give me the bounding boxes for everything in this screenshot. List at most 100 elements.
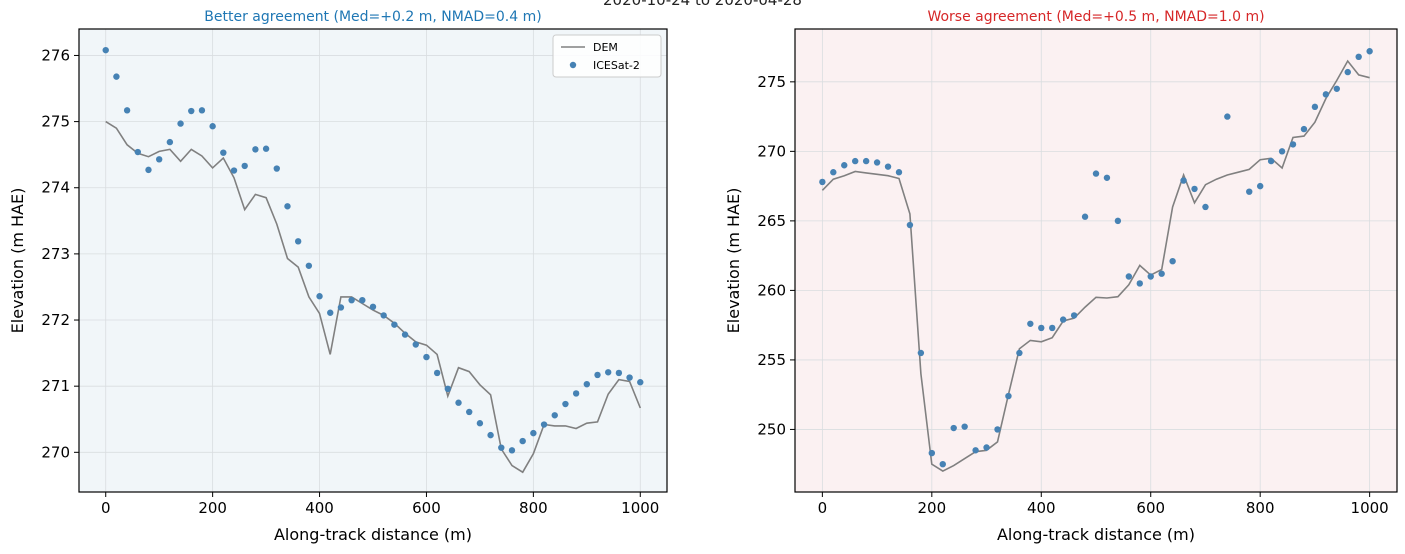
chart1-icesat-2-point <box>391 321 398 328</box>
chart2-icesat-2-point <box>1158 270 1165 277</box>
chart1-icesat-2-point <box>273 165 280 172</box>
chart1-legend-label: ICESat-2 <box>593 59 640 72</box>
chart1-icesat-2-point <box>637 379 644 386</box>
chart1-icesat-2-point <box>337 304 345 311</box>
chart1-icesat-2-point <box>476 420 484 427</box>
chart1-icesat-2-point <box>455 399 462 406</box>
chart2-icesat-2-point <box>1322 91 1330 98</box>
chart2-icesat-2-point <box>1246 188 1253 195</box>
chart1-xtick-label: 200 <box>198 499 227 517</box>
chart1-icesat-2-point <box>401 331 409 338</box>
chart2-icesat-2-point <box>1169 257 1176 265</box>
chart2-icesat-2-point <box>1344 68 1351 76</box>
chart1-group: 0 200 400 600 800 1000 270 271 272 273 274 275 276 Al… <box>8 9 668 544</box>
chart1-icesat-2-point <box>423 353 430 361</box>
chart2-icesat-2-point <box>1311 103 1319 111</box>
chart2-plot-area <box>795 29 1397 492</box>
chart2-icesat-2-point <box>1191 185 1198 193</box>
chart1-icesat-2-point <box>433 369 441 377</box>
chart2-title: Worse agreement (Med=+0.5 m, NMAD=1.0 m) <box>927 9 1264 25</box>
chart2-icesat-2-point <box>1224 113 1231 120</box>
chart2-icesat-2-point <box>928 449 936 457</box>
chart1-icesat-2-point <box>562 400 569 408</box>
chart2-xlabel: Along-track distance (m) <box>997 525 1195 544</box>
chart2-icesat-2-point <box>1267 157 1275 165</box>
chart1-icesat-2-point <box>583 380 591 388</box>
chart1-icesat-2-point <box>508 447 516 454</box>
chart2-icesat-2-point <box>1366 48 1373 55</box>
chart2-icesat-2-point <box>983 444 990 451</box>
chart1-icesat-2-point <box>466 408 473 416</box>
chart1-ytick-label: 276 <box>41 46 70 64</box>
chart2-ytick-label: 275 <box>757 73 786 91</box>
chart1-xtick-label: 400 <box>305 499 334 517</box>
chart1-icesat-2-point <box>113 73 120 80</box>
chart1-ylabel: Elevation (m HAE) <box>8 188 27 334</box>
chart2-icesat-2-point <box>917 349 925 357</box>
chart2-ytick-label: 270 <box>757 142 786 160</box>
chart1-frame <box>78 28 668 493</box>
chart1-icesat-2-point <box>530 429 537 437</box>
chart2-group: 0 200 400 600 800 1000 250 255 260 265 270 275 Along… <box>724 9 1398 544</box>
chart2-xtick-label: 400 <box>1027 499 1056 517</box>
chart1-icesat-2-point <box>615 369 623 377</box>
chart2-icesat-2-point <box>1300 125 1308 133</box>
chart2-icesat-2-point <box>895 169 903 176</box>
chart2-icesat-2-point <box>1256 182 1264 190</box>
chart1-legend-label: DEM <box>593 41 618 54</box>
chart1-dem-line <box>105 120 642 474</box>
chart1-ytick-label: 273 <box>41 245 70 263</box>
chart2-ytick-label: 265 <box>757 212 786 230</box>
chart1-icesat-2-point <box>498 444 505 451</box>
chart2-icesat-2-point <box>1027 320 1034 327</box>
chart1-icesat-2-point <box>155 156 163 163</box>
chart1-icesat-2-point <box>188 107 195 115</box>
chart2-icesat-2-point <box>994 426 1001 433</box>
chart2-icesat-2-point <box>1355 53 1362 61</box>
chart1-icesat-2-point <box>626 374 633 381</box>
chart1-icesat-2-point <box>209 123 216 130</box>
chart2-dem-line <box>821 59 1370 473</box>
chart1-icesat-2-point <box>284 203 291 210</box>
chart2-xtick-label: 600 <box>1136 499 1165 517</box>
chart1-legend: DEM ICESat-2 <box>552 34 662 78</box>
chart2-icesat-2-point <box>1081 213 1089 220</box>
chart1-icesat-2-point <box>123 107 131 114</box>
chart1-icesat-2-point <box>519 437 526 445</box>
chart1-ytick-label: 271 <box>41 377 70 395</box>
chart1-ytick-label: 274 <box>41 179 70 197</box>
chart1-title: Better agreement (Med=+0.2 m, NMAD=0.4 m… <box>204 9 541 25</box>
chart1-icesat-2-point <box>220 149 227 156</box>
chart2-icesat-2-point <box>819 178 826 186</box>
chart2-icesat-2-point <box>1136 280 1143 287</box>
chart1-icesat-2-point <box>166 138 174 146</box>
figure-suptitle: 2020-10-24 to 2020-04-28 <box>603 0 802 9</box>
chart1-icesat-2-point <box>380 312 387 319</box>
chart2-icesat-2-point <box>1059 316 1067 323</box>
chart2-icesat-2-point <box>830 169 837 176</box>
chart1-ytick-label: 272 <box>41 311 70 329</box>
chart1-xlabel: Along-track distance (m) <box>274 525 472 544</box>
chart2-ylabel: Elevation (m HAE) <box>724 188 743 334</box>
chart2-ytick-label: 250 <box>757 420 786 438</box>
chart1-icesat-2-point <box>241 162 248 170</box>
chart2-icesat-2-point <box>939 460 946 468</box>
chart1-legend-box <box>552 34 662 78</box>
chart2-icesat-2-point <box>1278 148 1286 155</box>
chart1-xtick-label: 600 <box>412 499 441 517</box>
chart1-icesat-2-point <box>305 262 313 269</box>
chart1-icesat-2-point <box>551 412 558 419</box>
chart2-icesat-2-point <box>1016 349 1023 357</box>
chart2-icesat-2-point <box>1070 312 1078 319</box>
chart2-icesat-2-point <box>1114 217 1122 225</box>
chart2-icesat-2-point <box>1103 174 1111 181</box>
chart2-ytick-label: 255 <box>757 351 786 369</box>
chart2-icesat-2-point <box>841 162 848 169</box>
chart1-icesat-2-point <box>540 421 548 428</box>
chart2-xtick-label: 800 <box>1246 499 1275 517</box>
chart2-icesat-2-point <box>1125 273 1133 280</box>
chart2-icesat-2-point <box>1049 324 1056 332</box>
chart2-icesat-2-point <box>950 424 957 432</box>
chart1-icesat-2-point <box>412 341 419 348</box>
